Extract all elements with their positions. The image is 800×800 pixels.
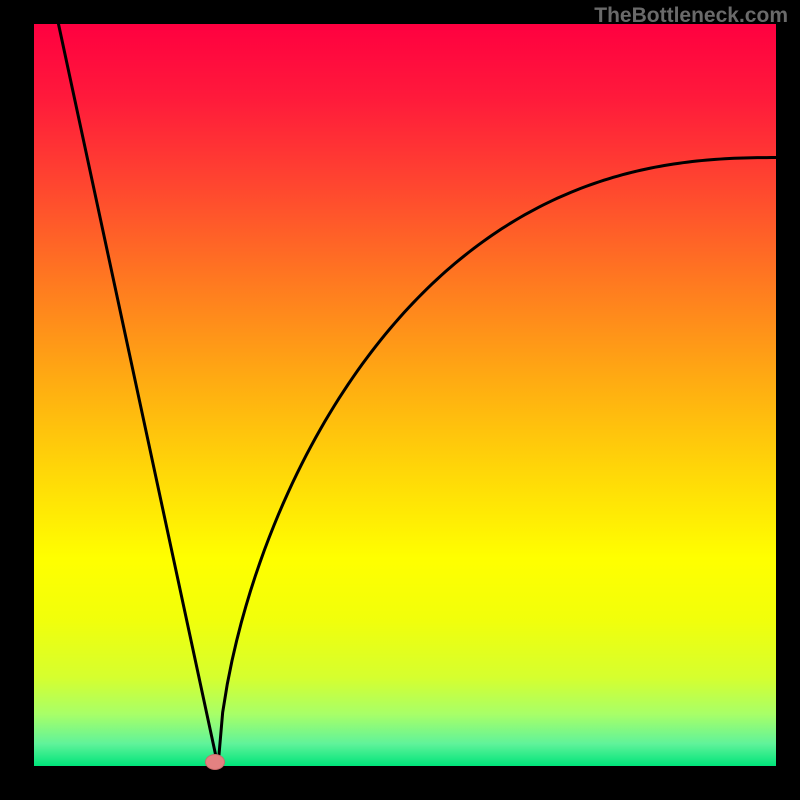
plot-area [34, 24, 776, 766]
watermark-text: TheBottleneck.com [594, 4, 788, 28]
bottleneck-curve [58, 24, 776, 766]
min-marker [205, 754, 225, 770]
curve-svg [34, 24, 776, 766]
